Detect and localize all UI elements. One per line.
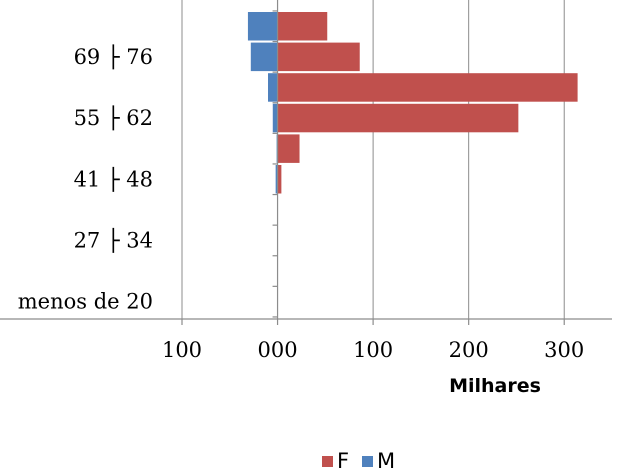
x-tick-label: 100	[353, 338, 393, 362]
bar-m	[275, 165, 278, 194]
bar-f	[277, 134, 300, 163]
legend-label-f: F	[337, 449, 349, 473]
x-tick-labels: 100 000 100 200 300	[162, 338, 584, 362]
category-label: menos de 20	[18, 290, 153, 314]
x-unit-label: Milhares	[449, 375, 541, 397]
bar-m	[247, 12, 278, 41]
x-tick-label: 300	[544, 338, 584, 362]
bar-f	[277, 42, 360, 72]
bar-f	[277, 165, 282, 194]
category-label: 69 ├ 76	[74, 44, 153, 70]
legend-swatch-f	[322, 456, 333, 467]
category-label: 55 ├ 62	[74, 105, 153, 131]
category-label: 27 ├ 34	[74, 227, 153, 253]
x-tick-label: 100	[162, 338, 202, 362]
x-tick-label: 200	[449, 338, 489, 362]
x-tick-label: 000	[258, 338, 298, 362]
bar-m	[250, 42, 278, 72]
bar-f	[277, 103, 519, 133]
bar-f	[277, 12, 328, 41]
bars	[247, 12, 578, 194]
legend-label-m: M	[377, 449, 395, 473]
legend-swatch-m	[362, 456, 373, 467]
category-label: 41 ├ 48	[74, 166, 153, 192]
bar-m	[272, 103, 278, 133]
grid-lines	[181, 0, 565, 319]
category-labels: menos de 20 27 ├ 34 41 ├ 48 55 ├ 62 69 ├ 76	[18, 44, 153, 314]
bar-m	[268, 73, 278, 102]
bar-f	[277, 73, 578, 102]
axes	[0, 0, 612, 325]
